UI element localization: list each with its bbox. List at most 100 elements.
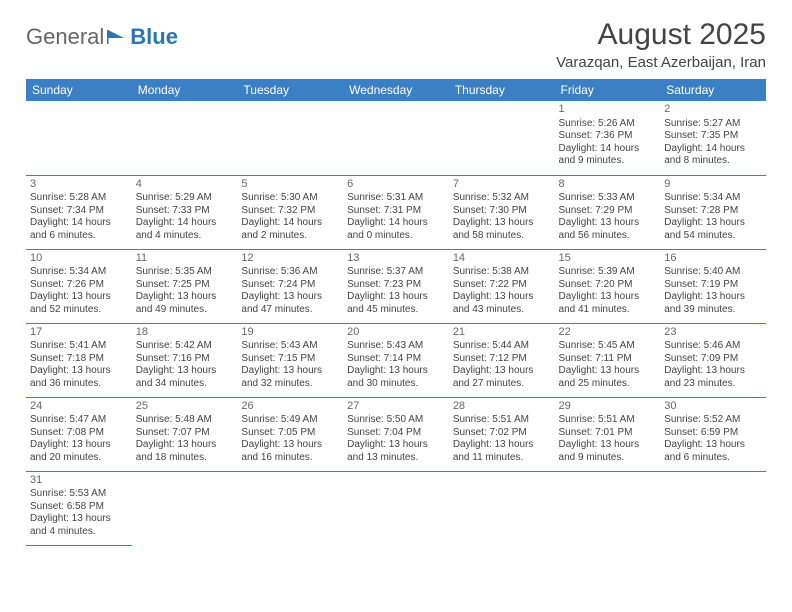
daylight-text: Daylight: 13 hours and 47 minutes. xyxy=(241,291,339,316)
day-number: 10 xyxy=(30,252,128,266)
day-number: 9 xyxy=(664,178,762,192)
day-number: 22 xyxy=(559,326,657,340)
sunrise-text: Sunrise: 5:36 AM xyxy=(241,266,339,279)
calendar-day: 2Sunrise: 5:27 AMSunset: 7:35 PMDaylight… xyxy=(660,101,766,175)
sunset-text: Sunset: 7:12 PM xyxy=(453,353,551,366)
calendar-day: 23Sunrise: 5:46 AMSunset: 7:09 PMDayligh… xyxy=(660,323,766,397)
daylight-text: Daylight: 14 hours and 6 minutes. xyxy=(30,217,128,242)
sunrise-text: Sunrise: 5:28 AM xyxy=(30,192,128,205)
daylight-text: Daylight: 13 hours and 52 minutes. xyxy=(30,291,128,316)
day-number: 14 xyxy=(453,252,551,266)
daylight-text: Daylight: 13 hours and 45 minutes. xyxy=(347,291,445,316)
weekday-header: Monday xyxy=(132,79,238,101)
sunset-text: Sunset: 7:04 PM xyxy=(347,427,445,440)
day-number: 23 xyxy=(664,326,762,340)
daylight-text: Daylight: 13 hours and 54 minutes. xyxy=(664,217,762,242)
day-number: 1 xyxy=(559,103,657,117)
calendar-day: 20Sunrise: 5:43 AMSunset: 7:14 PMDayligh… xyxy=(343,323,449,397)
logo: General Blue xyxy=(26,24,178,50)
daylight-text: Daylight: 13 hours and 13 minutes. xyxy=(347,439,445,464)
sunrise-text: Sunrise: 5:26 AM xyxy=(559,118,657,131)
calendar-empty-cell xyxy=(26,101,132,175)
calendar-day: 27Sunrise: 5:50 AMSunset: 7:04 PMDayligh… xyxy=(343,397,449,471)
calendar-day: 6Sunrise: 5:31 AMSunset: 7:31 PMDaylight… xyxy=(343,175,449,249)
calendar-day: 8Sunrise: 5:33 AMSunset: 7:29 PMDaylight… xyxy=(555,175,661,249)
sunrise-text: Sunrise: 5:51 AM xyxy=(453,414,551,427)
sunset-text: Sunset: 7:18 PM xyxy=(30,353,128,366)
weekday-header: Tuesday xyxy=(237,79,343,101)
sunrise-text: Sunrise: 5:31 AM xyxy=(347,192,445,205)
sunset-text: Sunset: 7:01 PM xyxy=(559,427,657,440)
daylight-text: Daylight: 14 hours and 8 minutes. xyxy=(664,143,762,168)
daylight-text: Daylight: 13 hours and 39 minutes. xyxy=(664,291,762,316)
sunset-text: Sunset: 7:30 PM xyxy=(453,205,551,218)
calendar-day: 31Sunrise: 5:53 AMSunset: 6:58 PMDayligh… xyxy=(26,471,132,545)
calendar-day: 22Sunrise: 5:45 AMSunset: 7:11 PMDayligh… xyxy=(555,323,661,397)
sunset-text: Sunset: 7:29 PM xyxy=(559,205,657,218)
day-number: 2 xyxy=(664,103,762,117)
day-number: 18 xyxy=(136,326,234,340)
daylight-text: Daylight: 13 hours and 43 minutes. xyxy=(453,291,551,316)
sunset-text: Sunset: 7:34 PM xyxy=(30,205,128,218)
sunrise-text: Sunrise: 5:52 AM xyxy=(664,414,762,427)
calendar-day: 30Sunrise: 5:52 AMSunset: 6:59 PMDayligh… xyxy=(660,397,766,471)
day-number: 7 xyxy=(453,178,551,192)
daylight-text: Daylight: 13 hours and 23 minutes. xyxy=(664,365,762,390)
daylight-text: Daylight: 13 hours and 6 minutes. xyxy=(664,439,762,464)
day-number: 5 xyxy=(241,178,339,192)
day-number: 17 xyxy=(30,326,128,340)
daylight-text: Daylight: 14 hours and 9 minutes. xyxy=(559,143,657,168)
day-number: 12 xyxy=(241,252,339,266)
daylight-text: Daylight: 13 hours and 56 minutes. xyxy=(559,217,657,242)
calendar-empty-cell xyxy=(237,471,343,545)
daylight-text: Daylight: 13 hours and 4 minutes. xyxy=(30,513,128,538)
calendar-body: 1Sunrise: 5:26 AMSunset: 7:36 PMDaylight… xyxy=(26,101,766,545)
calendar-day: 5Sunrise: 5:30 AMSunset: 7:32 PMDaylight… xyxy=(237,175,343,249)
day-number: 20 xyxy=(347,326,445,340)
sunrise-text: Sunrise: 5:41 AM xyxy=(30,340,128,353)
sunset-text: Sunset: 7:20 PM xyxy=(559,279,657,292)
daylight-text: Daylight: 13 hours and 18 minutes. xyxy=(136,439,234,464)
sunset-text: Sunset: 7:33 PM xyxy=(136,205,234,218)
sunset-text: Sunset: 7:07 PM xyxy=(136,427,234,440)
sunrise-text: Sunrise: 5:53 AM xyxy=(30,488,128,501)
sunset-text: Sunset: 7:25 PM xyxy=(136,279,234,292)
sunrise-text: Sunrise: 5:42 AM xyxy=(136,340,234,353)
sunrise-text: Sunrise: 5:27 AM xyxy=(664,118,762,131)
sunrise-text: Sunrise: 5:29 AM xyxy=(136,192,234,205)
logo-text-blue: Blue xyxy=(130,24,178,50)
weekday-header: Sunday xyxy=(26,79,132,101)
title-block: August 2025 Varazqan, East Azerbaijan, I… xyxy=(556,18,766,71)
calendar-row: 10Sunrise: 5:34 AMSunset: 7:26 PMDayligh… xyxy=(26,249,766,323)
calendar-empty-cell xyxy=(132,471,238,545)
daylight-text: Daylight: 13 hours and 32 minutes. xyxy=(241,365,339,390)
day-number: 19 xyxy=(241,326,339,340)
day-number: 27 xyxy=(347,400,445,414)
sunset-text: Sunset: 7:26 PM xyxy=(30,279,128,292)
sunset-text: Sunset: 7:11 PM xyxy=(559,353,657,366)
day-number: 30 xyxy=(664,400,762,414)
day-number: 16 xyxy=(664,252,762,266)
daylight-text: Daylight: 13 hours and 27 minutes. xyxy=(453,365,551,390)
day-number: 13 xyxy=(347,252,445,266)
daylight-text: Daylight: 13 hours and 20 minutes. xyxy=(30,439,128,464)
day-number: 11 xyxy=(136,252,234,266)
daylight-text: Daylight: 14 hours and 0 minutes. xyxy=(347,217,445,242)
sunrise-text: Sunrise: 5:44 AM xyxy=(453,340,551,353)
sunrise-text: Sunrise: 5:40 AM xyxy=(664,266,762,279)
calendar-day: 24Sunrise: 5:47 AMSunset: 7:08 PMDayligh… xyxy=(26,397,132,471)
calendar-empty-cell xyxy=(343,471,449,545)
sunset-text: Sunset: 6:58 PM xyxy=(30,501,128,514)
sunset-text: Sunset: 7:32 PM xyxy=(241,205,339,218)
day-number: 31 xyxy=(30,474,128,488)
sunrise-text: Sunrise: 5:34 AM xyxy=(30,266,128,279)
calendar-day: 21Sunrise: 5:44 AMSunset: 7:12 PMDayligh… xyxy=(449,323,555,397)
day-number: 8 xyxy=(559,178,657,192)
calendar-day: 4Sunrise: 5:29 AMSunset: 7:33 PMDaylight… xyxy=(132,175,238,249)
sunset-text: Sunset: 7:05 PM xyxy=(241,427,339,440)
calendar-table: SundayMondayTuesdayWednesdayThursdayFrid… xyxy=(26,79,766,546)
sunrise-text: Sunrise: 5:48 AM xyxy=(136,414,234,427)
calendar-empty-cell xyxy=(555,471,661,545)
day-number: 28 xyxy=(453,400,551,414)
sunrise-text: Sunrise: 5:51 AM xyxy=(559,414,657,427)
